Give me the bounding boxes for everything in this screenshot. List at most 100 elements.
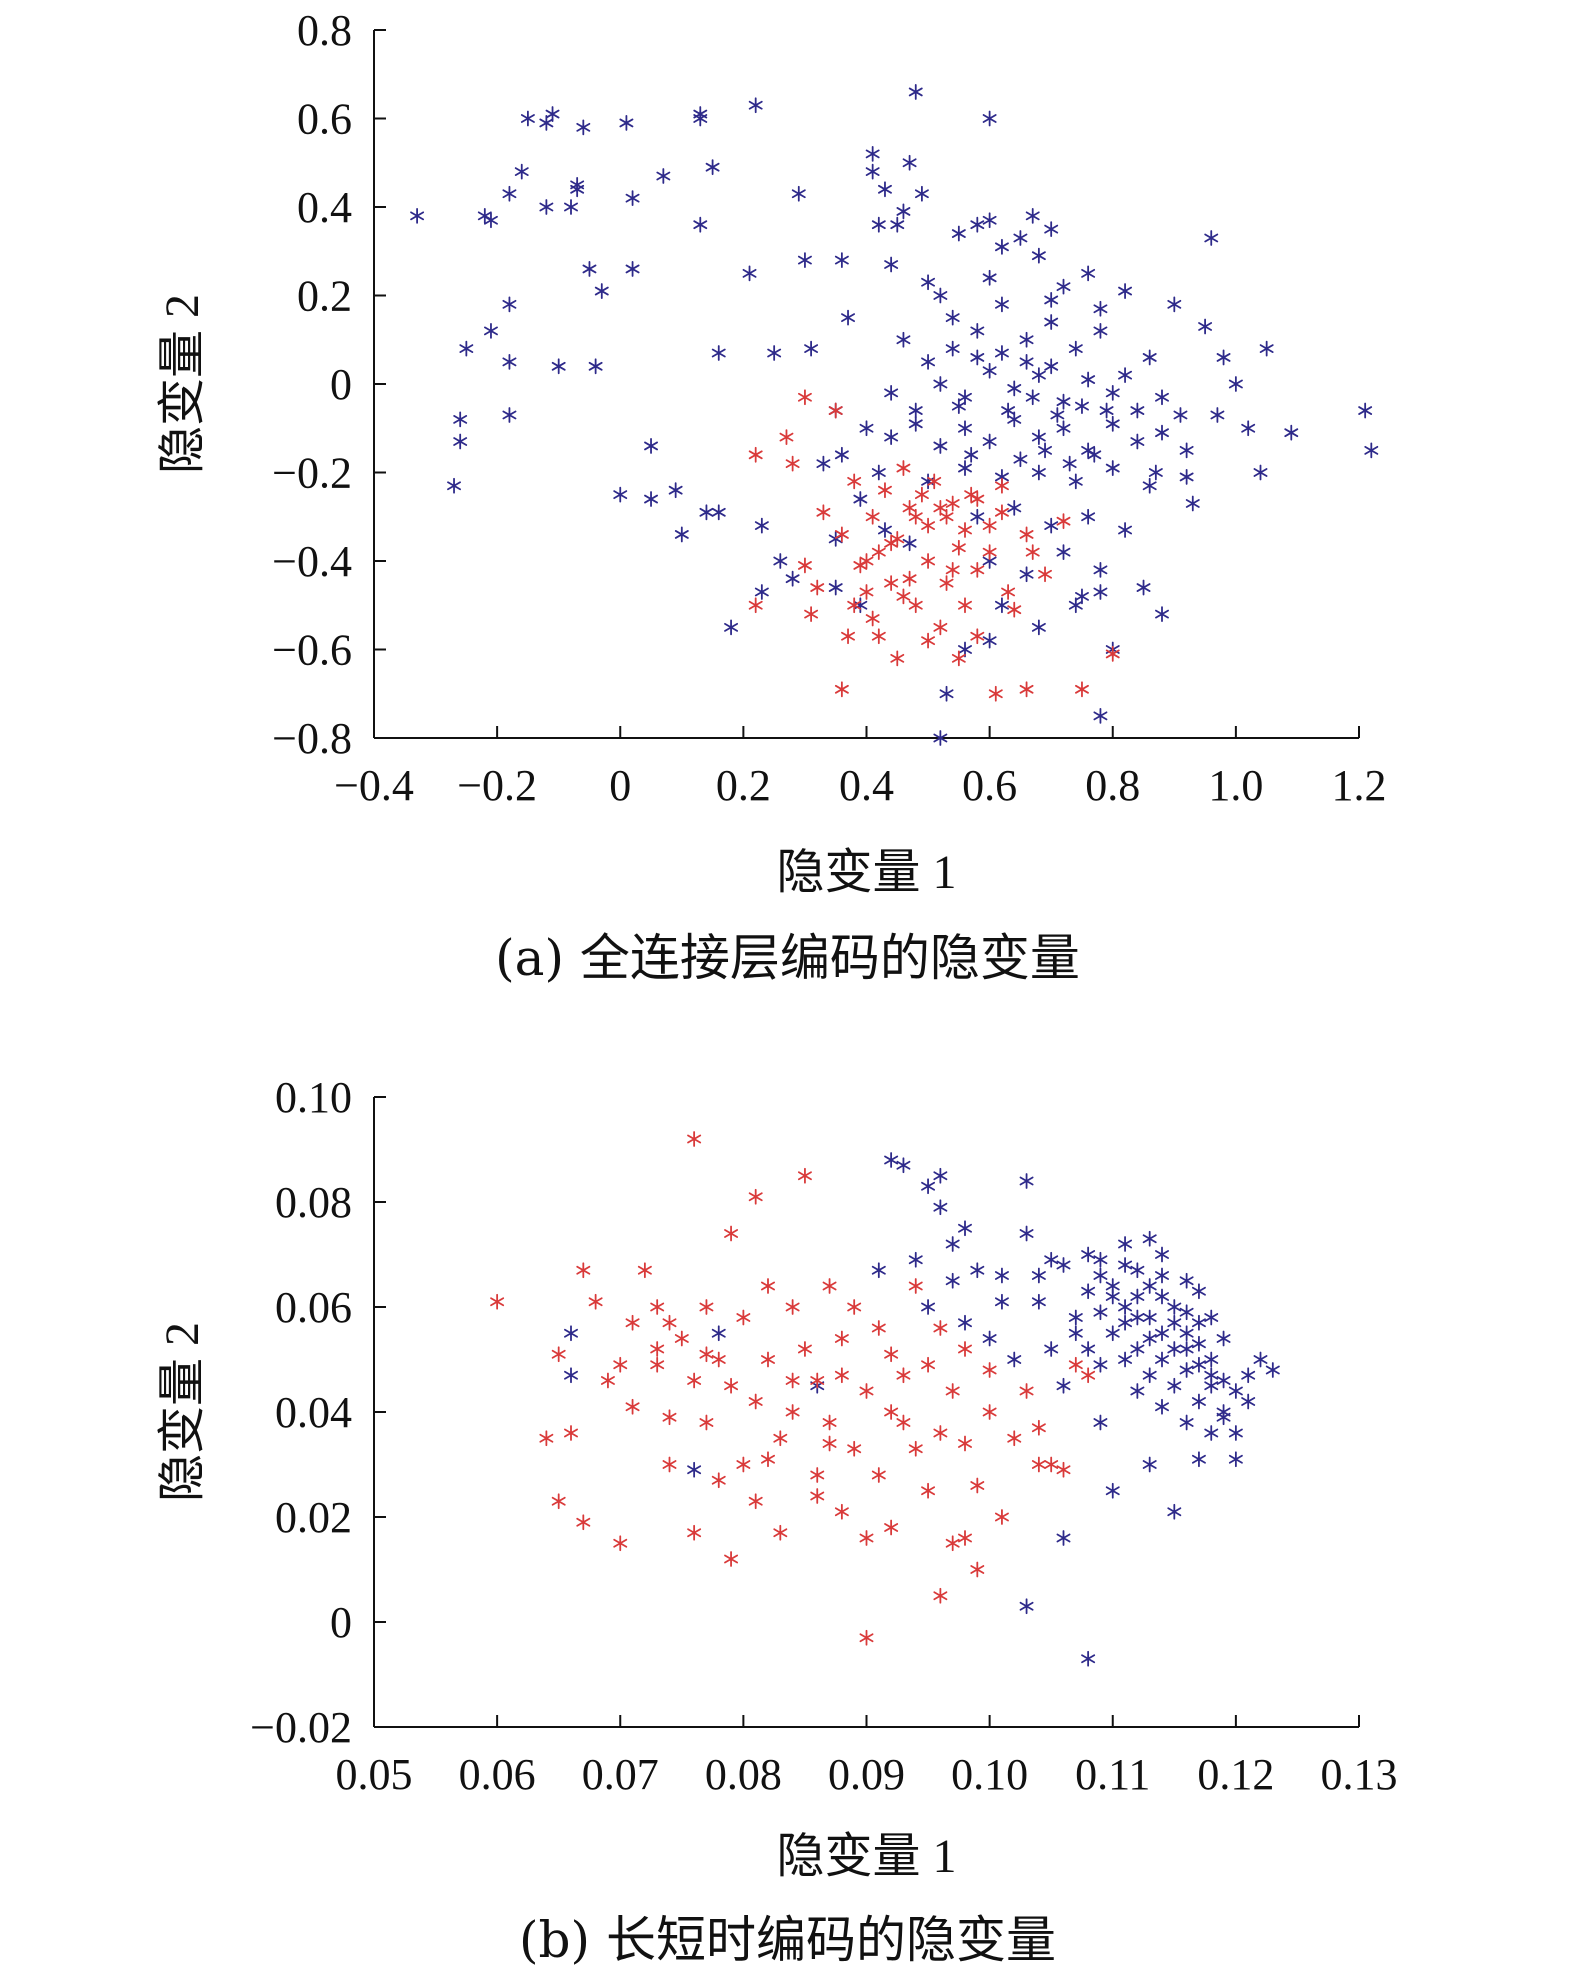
- data-point: [1228, 376, 1243, 392]
- data-point: [896, 1157, 911, 1174]
- data-point: [785, 1404, 800, 1420]
- data-point: [736, 1309, 751, 1326]
- data-point: [797, 1341, 812, 1357]
- data-point: [1031, 429, 1046, 445]
- data-point: [933, 376, 948, 392]
- data-point: [711, 1472, 726, 1489]
- data-point: [933, 1425, 948, 1441]
- y-tick-label: 0.2: [297, 272, 352, 321]
- data-point: [908, 1440, 923, 1457]
- data-point: [687, 1372, 702, 1389]
- data-point: [982, 1404, 997, 1420]
- data-point: [1228, 1451, 1243, 1468]
- data-point: [982, 544, 997, 561]
- x-tick-label: 0.11: [1075, 1750, 1150, 1799]
- data-point: [453, 411, 468, 428]
- data-point: [921, 632, 936, 649]
- x-tick-label: −0.2: [457, 761, 537, 810]
- data-point: [865, 163, 880, 180]
- data-point: [884, 1346, 899, 1363]
- data-point: [933, 1167, 948, 1184]
- data-point: [1081, 371, 1096, 388]
- data-point: [1044, 358, 1059, 375]
- data-point: [1130, 433, 1145, 450]
- data-point: [1093, 1414, 1108, 1431]
- x-tick-label: 0.05: [336, 1750, 413, 1799]
- data-point: [859, 1383, 874, 1399]
- data-point: [539, 1430, 554, 1447]
- data-point: [1093, 1251, 1108, 1268]
- data-point: [1093, 1304, 1108, 1321]
- data-point: [570, 181, 585, 198]
- data-point: [1019, 1383, 1034, 1399]
- data-point: [958, 1341, 972, 1357]
- data-point: [1142, 477, 1157, 494]
- data-point: [908, 1278, 923, 1294]
- data-point: [1007, 1351, 1022, 1368]
- data-point: [1056, 1461, 1071, 1478]
- data-point: [490, 1293, 505, 1310]
- data-point: [810, 1467, 825, 1483]
- x-tick-label: 1.0: [1208, 761, 1263, 810]
- data-point: [970, 1561, 985, 1578]
- data-point: [994, 504, 1009, 521]
- data-point: [1167, 1314, 1182, 1331]
- data-point: [822, 1435, 837, 1452]
- data-point: [724, 619, 739, 636]
- data-point: [1167, 1341, 1182, 1357]
- data-point: [841, 309, 855, 326]
- data-point: [865, 610, 880, 627]
- y-tick-label: 0.10: [275, 1073, 352, 1122]
- series-red: [748, 389, 1120, 702]
- data-point: [958, 597, 972, 614]
- data-point: [908, 1251, 923, 1268]
- series-blue: [410, 84, 1379, 746]
- data-point: [576, 1514, 591, 1531]
- data-point: [699, 1299, 714, 1315]
- data-point: [945, 561, 960, 578]
- data-point: [1081, 265, 1096, 282]
- data-point: [1019, 566, 1034, 583]
- data-point: [1056, 278, 1071, 295]
- data-point: [1105, 460, 1120, 476]
- data-point: [921, 1482, 936, 1499]
- data-point: [779, 429, 794, 445]
- data-point: [1216, 1372, 1231, 1389]
- data-point: [1013, 451, 1028, 468]
- data-point: [970, 216, 985, 233]
- data-point: [668, 482, 683, 499]
- data-point: [945, 340, 960, 357]
- data-point: [1087, 446, 1102, 463]
- data-point: [761, 1451, 775, 1468]
- data-point: [1216, 1330, 1231, 1347]
- data-point: [1093, 1267, 1108, 1284]
- data-point: [625, 190, 640, 207]
- x-tick-label: 0.09: [828, 1750, 905, 1799]
- y-tick-label: 0.6: [297, 95, 352, 144]
- data-point: [1093, 300, 1108, 317]
- data-point: [1148, 464, 1163, 481]
- data-point: [1025, 389, 1040, 406]
- data-point: [982, 1330, 997, 1347]
- data-point: [921, 1299, 936, 1315]
- data-point: [410, 207, 425, 224]
- data-point: [982, 212, 997, 229]
- data-point: [945, 1272, 960, 1289]
- data-point: [1191, 1356, 1206, 1373]
- data-point: [1081, 1246, 1096, 1263]
- data-point: [970, 561, 985, 578]
- data-point: [576, 119, 591, 136]
- data-point: [754, 584, 769, 600]
- data-point: [1019, 681, 1034, 698]
- data-point: [884, 1519, 899, 1536]
- data-point: [539, 199, 554, 215]
- data-point: [890, 216, 905, 233]
- data-point: [785, 455, 800, 472]
- data-point: [1019, 353, 1034, 370]
- data-point: [1105, 384, 1120, 401]
- data-point: [1191, 1451, 1206, 1468]
- data-point: [1179, 442, 1194, 459]
- data-point: [921, 274, 936, 291]
- data-point: [502, 353, 517, 370]
- data-point: [945, 1236, 960, 1252]
